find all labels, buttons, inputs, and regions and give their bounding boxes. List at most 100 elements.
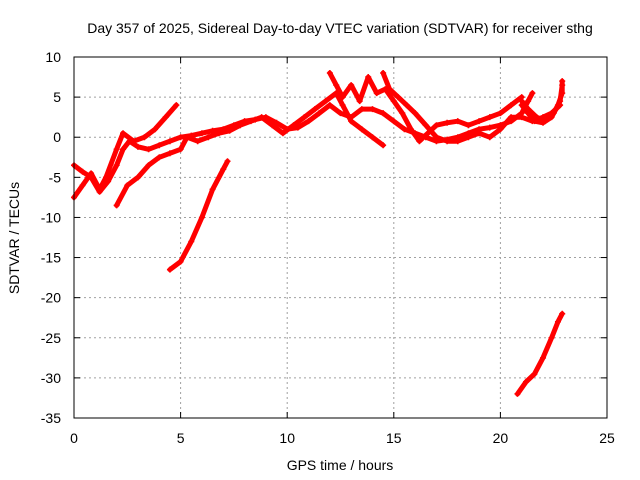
- data-point: [198, 214, 205, 221]
- data-point: [311, 106, 318, 113]
- data-point: [465, 122, 472, 129]
- data-point: [390, 118, 397, 125]
- data-point: [407, 126, 414, 133]
- data-point: [403, 102, 410, 109]
- data-point: [145, 146, 152, 153]
- data-point: [531, 370, 538, 377]
- x-tick-label: 15: [386, 430, 402, 446]
- data-point: [145, 162, 152, 169]
- data-point: [518, 98, 525, 105]
- y-tick-label: -35: [41, 410, 61, 426]
- data-point: [369, 106, 376, 113]
- data-point: [550, 110, 557, 117]
- data-point: [79, 168, 86, 175]
- data-point: [237, 122, 244, 129]
- data-point: [531, 118, 538, 125]
- data-point: [130, 138, 137, 145]
- data-point: [209, 186, 216, 193]
- data-point: [548, 334, 555, 341]
- data-point: [247, 118, 254, 125]
- data-point: [305, 118, 312, 125]
- y-tick-label: 0: [53, 129, 61, 145]
- data-point: [120, 146, 127, 153]
- data-point: [273, 119, 280, 126]
- data-point: [522, 378, 529, 385]
- x-tick-label: 0: [70, 430, 78, 446]
- data-point: [156, 154, 163, 161]
- data-point: [386, 86, 393, 93]
- x-tick-label: 5: [177, 430, 185, 446]
- data-point: [380, 142, 387, 149]
- data-point: [348, 82, 355, 89]
- data-point: [525, 106, 532, 113]
- data-point: [444, 138, 451, 145]
- data-point: [173, 102, 180, 109]
- data-point: [433, 122, 440, 129]
- data-point: [152, 126, 159, 133]
- data-point: [226, 127, 233, 134]
- data-point: [358, 126, 365, 133]
- y-tick-label: -5: [49, 169, 62, 185]
- data-point: [134, 143, 141, 150]
- data-point: [294, 124, 301, 131]
- data-point: [416, 138, 423, 145]
- data-point: [529, 90, 536, 97]
- data-point: [337, 110, 344, 117]
- data-point: [454, 138, 461, 145]
- y-tick-label: -25: [41, 330, 61, 346]
- data-point: [316, 110, 323, 117]
- data-point: [279, 130, 286, 137]
- series-track-c: [113, 90, 387, 209]
- data-point: [508, 114, 515, 121]
- data-point: [301, 114, 308, 121]
- data-point: [554, 318, 561, 325]
- data-point: [102, 174, 109, 181]
- series-track-i: [514, 310, 566, 397]
- data-point: [508, 102, 515, 109]
- data-point: [369, 134, 376, 141]
- data-point: [559, 310, 566, 317]
- data-point: [333, 82, 340, 89]
- data-point: [433, 134, 440, 141]
- data-point: [401, 126, 408, 133]
- data-point: [220, 166, 227, 173]
- data-series: [71, 70, 566, 397]
- data-point: [454, 118, 461, 125]
- data-point: [120, 130, 127, 137]
- y-tick-label: -15: [41, 250, 61, 266]
- y-tick-label: -20: [41, 290, 61, 306]
- series-line: [71, 102, 179, 200]
- data-point: [422, 122, 429, 129]
- x-tick-label: 10: [279, 430, 295, 446]
- data-point: [156, 142, 163, 149]
- series-track-e: [326, 70, 525, 145]
- series-line: [327, 70, 525, 144]
- data-point: [162, 114, 169, 121]
- data-point: [540, 354, 547, 361]
- data-point: [514, 390, 521, 397]
- data-point: [198, 130, 205, 137]
- data-point: [380, 110, 387, 117]
- data-point: [326, 70, 333, 77]
- data-point: [205, 134, 212, 141]
- data-point: [166, 138, 173, 145]
- data-point: [88, 170, 95, 177]
- series-track-d: [166, 158, 231, 273]
- data-point: [533, 114, 540, 121]
- data-point: [373, 90, 380, 97]
- data-point: [258, 114, 265, 121]
- data-point: [124, 182, 131, 189]
- data-point: [215, 130, 222, 137]
- data-point: [497, 110, 504, 117]
- data-point: [399, 110, 406, 117]
- data-point: [412, 110, 419, 117]
- x-tick-label: 25: [599, 430, 615, 446]
- data-point: [183, 134, 190, 141]
- data-point: [96, 186, 103, 193]
- data-point: [188, 238, 195, 245]
- data-point: [476, 130, 483, 137]
- data-point: [497, 126, 504, 133]
- data-point: [134, 174, 141, 181]
- data-point: [444, 119, 451, 126]
